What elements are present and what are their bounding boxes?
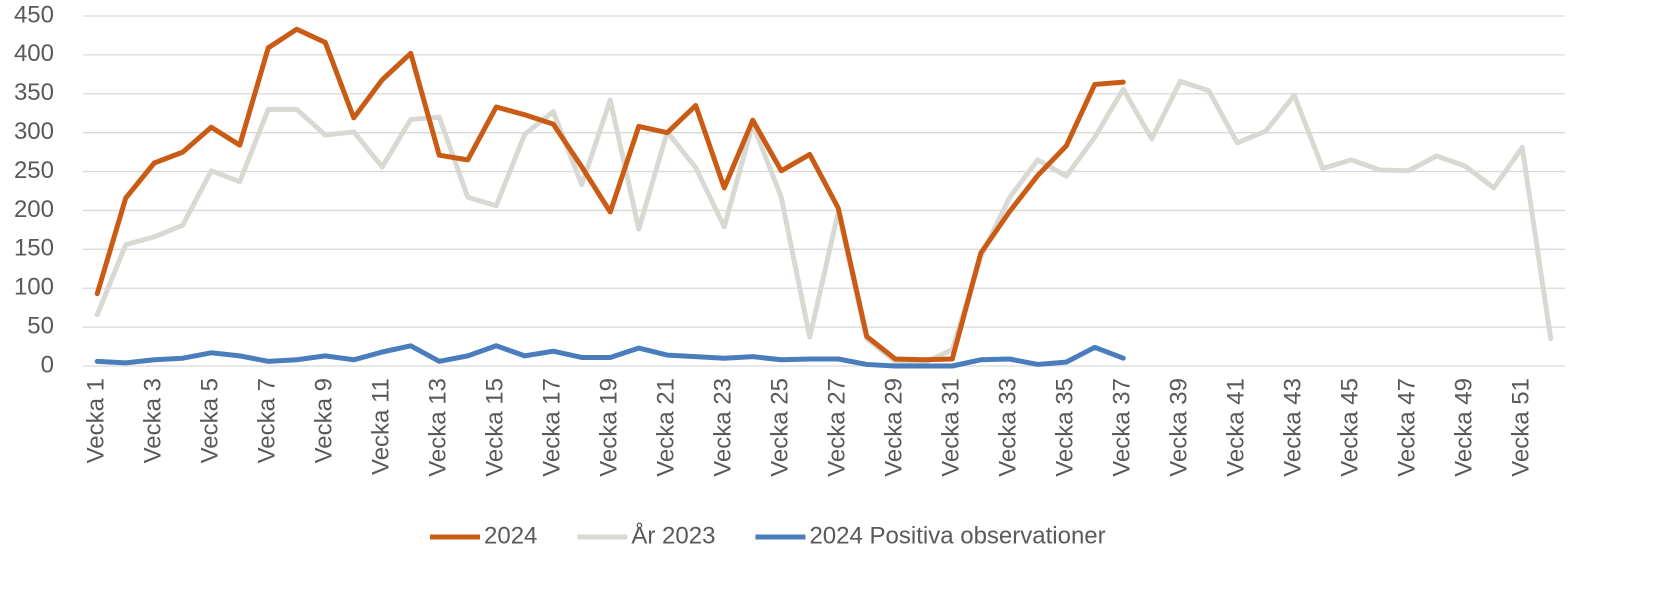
y-tick-label: 250 [14, 157, 54, 184]
x-tick-label: Vecka 7 [254, 378, 281, 463]
x-tick-label: Vecka 13 [425, 378, 452, 477]
y-tick-label: 350 [14, 79, 54, 106]
x-tick-label: Vecka 45 [1337, 378, 1364, 477]
x-tick-label: Vecka 47 [1394, 378, 1421, 477]
legend-label: År 2023 [631, 521, 715, 549]
y-tick-label: 150 [14, 235, 54, 262]
x-tick-label: Vecka 33 [995, 378, 1022, 477]
x-tick-label: Vecka 23 [710, 378, 737, 477]
x-tick-label: Vecka 31 [938, 378, 965, 477]
x-tick-label: Vecka 37 [1109, 378, 1136, 477]
x-tick-label: Vecka 25 [767, 378, 794, 477]
legend-label: 2024 [484, 522, 537, 549]
x-tick-label: Vecka 21 [653, 378, 680, 477]
y-tick-label: 0 [41, 351, 54, 378]
y-tick-label: 450 [14, 1, 54, 28]
x-tick-label: Vecka 29 [881, 378, 908, 477]
legend-label: 2024 Positiva observationer [809, 522, 1105, 549]
x-tick-label: Vecka 41 [1223, 378, 1250, 477]
x-tick-label: Vecka 19 [596, 378, 623, 477]
x-tick-label: Vecka 39 [1166, 378, 1193, 477]
y-tick-label: 50 [27, 312, 54, 339]
x-tick-label: Vecka 1 [83, 378, 110, 463]
x-tick-label: Vecka 27 [824, 378, 851, 477]
x-tick-label: Vecka 17 [539, 378, 566, 477]
x-tick-label: Vecka 35 [1052, 378, 1079, 477]
x-tick-label: Vecka 43 [1280, 378, 1307, 477]
x-tick-label: Vecka 51 [1508, 378, 1535, 477]
y-tick-label: 200 [14, 196, 54, 223]
y-tick-label: 100 [14, 274, 54, 301]
line-series [94, 78, 1554, 366]
y-tick-label: 300 [14, 118, 54, 145]
x-tick-label: Vecka 5 [197, 378, 224, 463]
x-tick-label: Vecka 11 [368, 378, 395, 475]
x-tick-label: Vecka 9 [311, 378, 338, 463]
x-tick-label: Vecka 15 [482, 378, 509, 477]
line-series [94, 343, 1126, 369]
line-series [94, 26, 1126, 363]
x-tick-label: Vecka 3 [140, 378, 167, 463]
x-tick-label: Vecka 49 [1451, 378, 1478, 477]
y-tick-label: 400 [14, 40, 54, 67]
